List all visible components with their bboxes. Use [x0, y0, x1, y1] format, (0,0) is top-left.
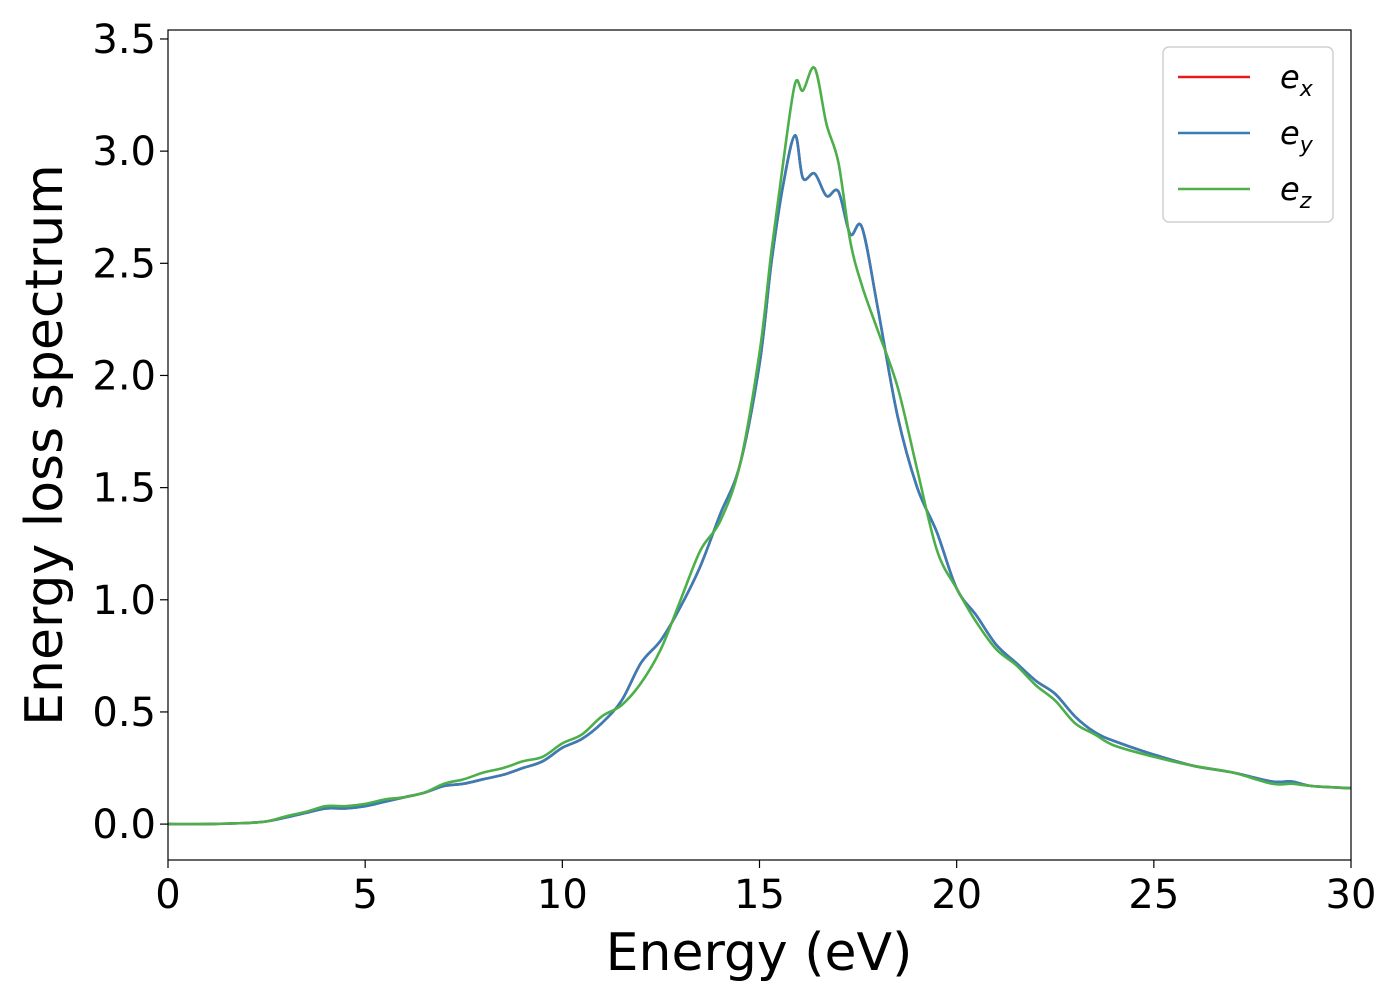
x-tick-label: 20 [931, 872, 982, 918]
y-tick-label: 0.5 [92, 690, 156, 736]
series-line-ez [167, 66, 1352, 826]
series-layer [167, 66, 1352, 826]
y-tick-label: 0.0 [92, 802, 156, 848]
legend-label-subscript: y [1299, 133, 1314, 158]
y-axis: 0.0 0.5 1.0 1.5 2.0 2.5 3.0 3.5 [92, 17, 168, 848]
y-tick-label: 1.5 [92, 466, 156, 512]
legend-label-subscript: x [1299, 77, 1314, 102]
x-axis: 0 5 10 15 20 25 30 [155, 860, 1376, 918]
x-tick-label: 5 [352, 872, 377, 918]
y-tick-label: 3.5 [92, 17, 156, 63]
x-tick-label: 30 [1326, 872, 1377, 918]
legend-label-ex: ex [1280, 58, 1314, 102]
x-axis-label: Energy (eV) [606, 923, 913, 983]
legend-label-base: e [1280, 114, 1300, 152]
plot-background [168, 30, 1351, 860]
y-tick-label: 3.0 [92, 129, 156, 175]
x-tick-label: 15 [734, 872, 785, 918]
x-tick-label: 0 [155, 872, 180, 918]
legend-label-base: e [1280, 170, 1300, 208]
x-tick-label: 25 [1128, 872, 1179, 918]
legend-label-ey: ey [1280, 114, 1314, 158]
y-tick-label: 2.0 [92, 353, 156, 399]
legend-label-ez: ez [1280, 170, 1312, 214]
y-tick-label: 2.5 [92, 241, 156, 287]
legend-label-base: e [1280, 58, 1300, 96]
y-tick-label: 1.0 [92, 578, 156, 624]
x-tick-label: 10 [537, 872, 588, 918]
legend-box [1162, 46, 1334, 223]
y-axis-label: Energy loss spectrum [15, 164, 75, 726]
legend-label-subscript: z [1299, 189, 1312, 214]
